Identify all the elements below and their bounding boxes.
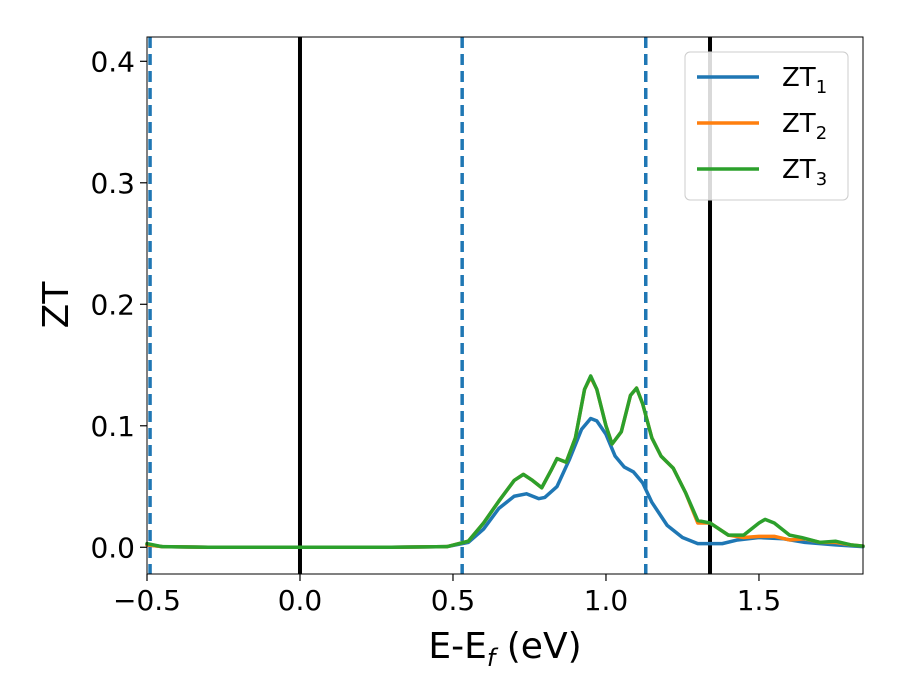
y-tick-label: 0.4 [90, 45, 135, 78]
legend-box [684, 51, 849, 201]
series-lines [145, 374, 865, 550]
legend: ZT1 ZT2 ZT3 [684, 51, 849, 201]
series-line-1 [145, 416, 865, 550]
legend-label-2: ZT2 [782, 109, 827, 144]
legend-label-3: ZT3 [782, 155, 827, 190]
y-tick-label: 0.1 [90, 410, 135, 443]
series-line-2 [145, 375, 865, 550]
x-tick-label: −0.5 [113, 584, 181, 617]
x-axis-label-unit: (eV) [495, 626, 581, 667]
x-axis-label: E-Ef (eV) [428, 626, 581, 672]
y-axis-ticks: 0.0 0.1 0.2 0.3 0.4 [90, 45, 147, 564]
y-tick-label: 0.0 [90, 531, 135, 564]
series-line-3 [145, 374, 865, 550]
x-tick-label: 1.5 [737, 584, 782, 617]
y-axis-label: ZT [36, 281, 77, 329]
legend-label-1: ZT1 [782, 63, 827, 98]
x-axis-ticks: −0.5 0.0 0.5 1.0 1.5 [113, 574, 781, 617]
x-tick-label: 1.0 [584, 584, 629, 617]
x-tick-label: 0.5 [431, 584, 476, 617]
vertical-reference-lines [148, 37, 713, 574]
y-tick-label: 0.3 [90, 167, 135, 200]
plot-frame [146, 36, 864, 575]
x-tick-label: 0.0 [278, 584, 323, 617]
y-tick-label: 0.2 [90, 288, 135, 321]
